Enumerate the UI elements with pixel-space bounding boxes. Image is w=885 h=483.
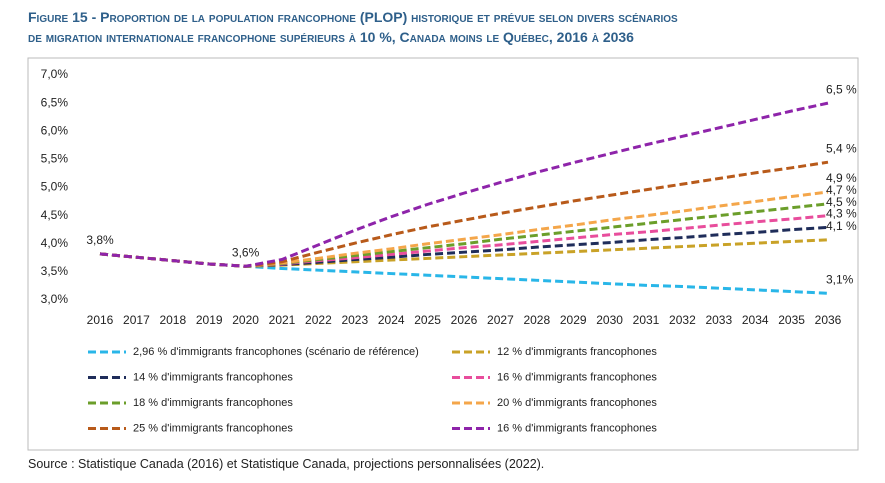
legend-label: 18 % d'immigrants francophones [133,397,293,409]
x-tick-label: 2026 [451,313,478,327]
y-tick-label: 6,5% [41,95,69,109]
y-tick-label: 5,0% [41,180,69,194]
x-tick-label: 2035 [778,313,805,327]
data-label: 4,7 % [826,183,857,197]
x-tick-label: 2027 [487,313,514,327]
x-tick-label: 2036 [815,313,842,327]
series-line [99,101,829,268]
data-label: 4,3 % [826,207,857,221]
y-tick-label: 4,0% [41,236,69,250]
y-tick-label: 5,5% [41,152,69,166]
legend-label: 20 % d'immigrants francophones [497,397,657,409]
x-tick-label: 2020 [232,313,259,327]
data-label: 3,1% [826,272,854,286]
source: Source : Statistique Canada (2016) et St… [28,457,544,471]
data-label: 4,9 % [826,171,857,185]
chart-frame [27,57,859,451]
series-line [99,252,829,295]
y-tick-label: 3,5% [41,264,69,278]
chart-title: de migration internationale francophone … [28,29,634,45]
x-tick-label: 2030 [596,313,623,327]
series-line [99,190,829,268]
y-tick-label: 7,0% [41,67,69,81]
legend-label: 12 % d'immigrants francophones [497,346,657,358]
y-tick-label: 6,0% [41,123,69,137]
x-tick-label: 2029 [560,313,587,327]
x-tick-label: 2025 [414,313,441,327]
legend-label: 25 % d'immigrants francophones [133,422,293,434]
y-tick-label: 4,5% [41,208,69,222]
legend-label: 2,96 % d'immigrants francophones (scénar… [133,346,419,358]
series-line [99,160,829,268]
x-tick-label: 2017 [123,313,150,327]
legend-label: 16 % d'immigrants francophones [497,422,657,434]
x-tick-label: 2018 [159,313,186,327]
x-tick-label: 2031 [633,313,660,327]
legend-label: 14 % d'immigrants francophones [133,371,293,383]
data-label: 4,1 % [826,219,857,233]
data-label: 6,5 % [826,82,857,96]
series-line [99,214,829,268]
y-tick-label: 3,0% [41,292,69,306]
data-label: 4,5 % [826,195,857,209]
x-tick-label: 2016 [87,313,114,327]
data-label: 3,8% [86,233,114,247]
chart-title: Figure 15 - Proportion de la population … [28,9,678,25]
x-tick-label: 2024 [378,313,405,327]
data-label: 3,6% [232,245,260,259]
x-tick-label: 2023 [341,313,368,327]
x-tick-label: 2019 [196,313,223,327]
x-tick-label: 2034 [742,313,769,327]
data-label: 5,4 % [826,141,857,155]
x-tick-label: 2028 [523,313,550,327]
x-tick-label: 2022 [305,313,332,327]
x-tick-label: 2032 [669,313,696,327]
legend-label: 16 % d'immigrants francophones [497,371,657,383]
x-tick-label: 2033 [705,313,732,327]
x-tick-label: 2021 [269,313,296,327]
